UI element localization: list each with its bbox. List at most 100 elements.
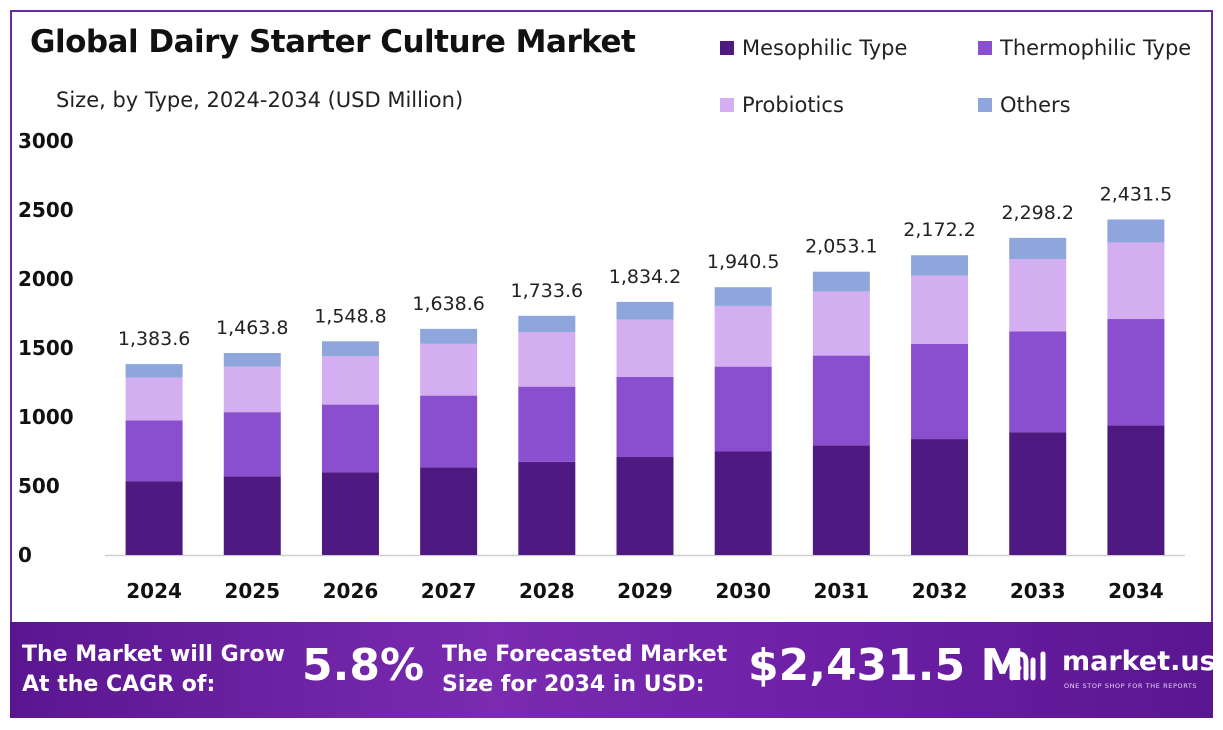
bar-segment-mesophilic-type [518, 461, 576, 555]
bar-segment-others [812, 271, 870, 292]
bar-total-label: 1,834.2 [609, 266, 682, 288]
bar-segment-mesophilic-type [321, 472, 379, 555]
bar-segment-thermophilic-type [223, 412, 281, 477]
bar-total-label: 1,548.8 [314, 305, 387, 327]
legend-label-probiotics: Probiotics [742, 93, 844, 117]
bar-segment-mesophilic-type [911, 439, 969, 555]
bar-segment-mesophilic-type [714, 451, 772, 555]
legend-label-thermophilic: Thermophilic Type [1000, 36, 1192, 60]
forecast-label: The Forecasted Market Size for 2034 in U… [442, 640, 727, 700]
bar-segment-thermophilic-type [1107, 319, 1165, 426]
x-tick-label: 2032 [912, 579, 968, 603]
bar-segment-probiotics [518, 332, 576, 387]
bar-segment-probiotics [420, 343, 478, 396]
y-tick-label: 500 [18, 474, 60, 498]
bar-segment-mesophilic-type [223, 476, 281, 555]
legend-item-mesophilic: Mesophilic Type [720, 36, 907, 60]
bar-total-label: 1,733.6 [511, 280, 584, 302]
bar-total-label: 1,383.6 [118, 328, 191, 350]
bar-segment-mesophilic-type [1009, 432, 1067, 555]
bar-segment-thermophilic-type [518, 386, 576, 462]
legend-item-probiotics: Probiotics [720, 93, 844, 117]
summary-banner: The Market will Grow At the CAGR of: 5.8… [10, 622, 1216, 718]
bar-segment-thermophilic-type [1009, 331, 1067, 433]
x-tick-label: 2028 [519, 579, 575, 603]
bar-segment-probiotics [1107, 242, 1165, 320]
cagr-label-line2: At the CAGR of: [22, 672, 216, 697]
bar-segment-thermophilic-type [911, 343, 969, 440]
bar-segment-thermophilic-type [420, 395, 478, 468]
market-us-logo-icon [1009, 651, 1046, 681]
logo-tagline: ONE STOP SHOP FOR THE REPORTS [1064, 682, 1198, 690]
bar-segment-mesophilic-type [812, 445, 870, 555]
bar-segment-thermophilic-type [321, 404, 379, 473]
chart-title: Global Dairy Starter Culture Market [30, 24, 636, 60]
bar-segment-probiotics [714, 305, 772, 367]
bar-total-label: 2,298.2 [1001, 202, 1074, 224]
bar-segment-others [518, 315, 576, 333]
x-tick-label: 2033 [1010, 579, 1066, 603]
bar-segment-thermophilic-type [812, 355, 870, 446]
chart-subtitle: Size, by Type, 2024-2034 (USD Million) [56, 88, 464, 112]
bar-segment-mesophilic-type [616, 457, 674, 555]
x-tick-label: 2034 [1108, 579, 1164, 603]
bar-segment-thermophilic-type [714, 366, 772, 452]
bar-total-label: 2,053.1 [805, 236, 878, 258]
legend-item-others: Others [978, 93, 1071, 117]
y-tick-label: 2500 [18, 198, 74, 222]
bar-segment-probiotics [321, 356, 379, 405]
y-tick-label: 3000 [18, 129, 74, 153]
bar-total-label: 2,172.2 [903, 219, 976, 241]
bar-segment-others [714, 287, 772, 306]
bar-total-label: 1,463.8 [216, 317, 289, 339]
x-tick-label: 2029 [617, 579, 673, 603]
bar-segment-probiotics [1009, 258, 1067, 332]
x-tick-label: 2025 [224, 579, 280, 603]
bar-total-label: 2,431.5 [1100, 183, 1173, 205]
legend-swatch-mesophilic [720, 41, 734, 55]
bar-segment-mesophilic-type [1107, 425, 1165, 555]
x-tick-label: 2030 [715, 579, 771, 603]
bar-segment-thermophilic-type [125, 420, 183, 482]
legend-swatch-thermophilic [978, 41, 992, 55]
forecast-label-line2: Size for 2034 in USD: [442, 672, 705, 697]
cagr-label: The Market will Grow At the CAGR of: [22, 640, 285, 700]
bar-segment-mesophilic-type [420, 467, 478, 555]
y-tick-label: 1500 [18, 336, 74, 360]
stacked-bar-chart: 0 500 1000 1500 2000 2500 3000 1,383.6 2024 1,463… [18, 129, 1185, 603]
x-tick-label: 2031 [814, 579, 870, 603]
bar-segment-mesophilic-type [125, 481, 183, 555]
bar-segment-others [1009, 237, 1067, 259]
cagr-label-line1: The Market will Grow [22, 642, 285, 667]
bar-segment-others [911, 255, 969, 276]
legend-swatch-others [978, 98, 992, 112]
bar-segment-others [223, 352, 281, 367]
forecast-label-line1: The Forecasted Market [442, 642, 728, 667]
x-tick-label: 2024 [126, 579, 182, 603]
bar-segment-probiotics [125, 377, 183, 421]
bar-segment-probiotics [616, 319, 674, 377]
bar-segment-others [420, 328, 478, 344]
legend-item-thermophilic: Thermophilic Type [978, 36, 1191, 60]
legend-label-mesophilic: Mesophilic Type [742, 36, 908, 60]
legend-label-others: Others [1000, 93, 1071, 117]
bar-segment-others [616, 301, 674, 320]
y-tick-label: 0 [18, 543, 32, 567]
bar-segment-thermophilic-type [616, 376, 674, 458]
logo-name: market.us [1062, 646, 1216, 677]
bar-segment-others [125, 364, 183, 378]
bar-segment-probiotics [911, 275, 969, 344]
bar-segment-probiotics [812, 291, 870, 356]
cagr-value: 5.8% [302, 640, 425, 691]
legend-swatch-probiotics [720, 98, 734, 112]
forecast-value: $2,431.5 M [748, 640, 1025, 691]
x-tick-label: 2026 [323, 579, 379, 603]
bar-total-label: 1,940.5 [707, 251, 780, 273]
bar-segment-probiotics [223, 366, 281, 413]
bar-segment-others [321, 341, 379, 357]
x-tick-label: 2027 [421, 579, 477, 603]
bar-total-label: 1,638.6 [412, 293, 485, 315]
y-tick-label: 2000 [18, 267, 74, 291]
y-tick-label: 1000 [18, 405, 74, 429]
bar-segment-others [1107, 219, 1165, 243]
